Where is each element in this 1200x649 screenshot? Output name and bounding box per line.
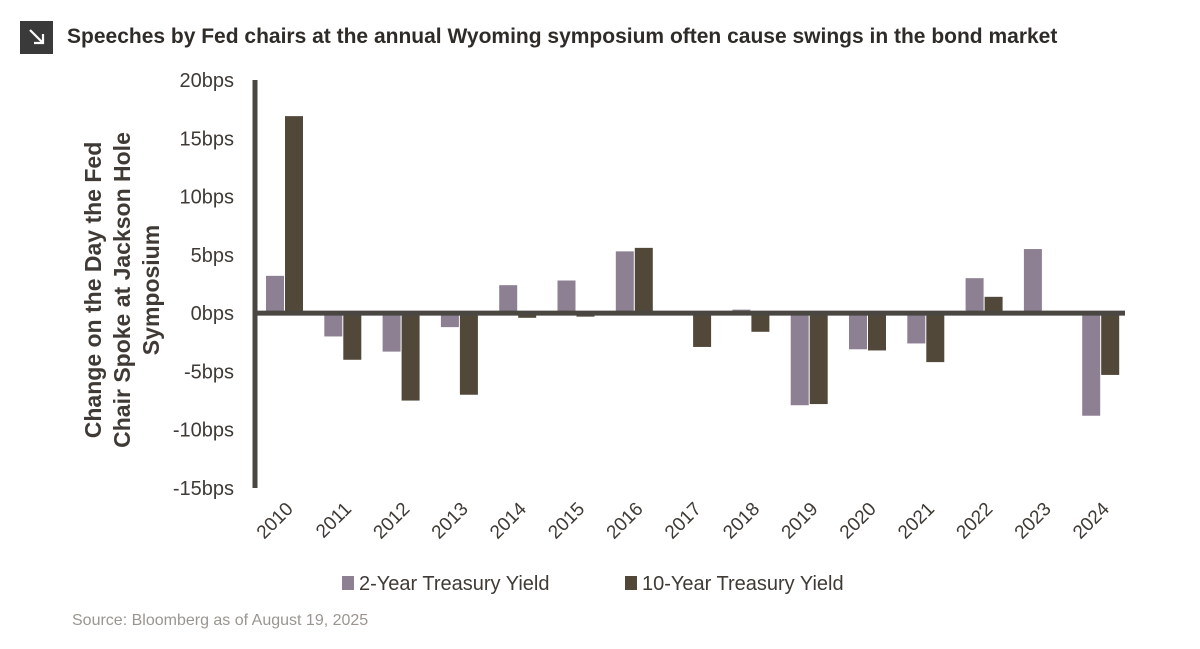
x-tick-label: 2019 [778, 499, 823, 544]
bar-10yr-2018 [751, 313, 770, 332]
bar-10yr-2017 [693, 313, 712, 347]
bar-10yr-2022 [984, 296, 1003, 314]
bar-10yr-2021 [926, 313, 945, 363]
y-axis-title: Change on the Day the Fed Chair Spoke at … [80, 132, 164, 448]
bar-2yr-2023 [1023, 249, 1042, 314]
x-tick-label: 2013 [428, 499, 473, 544]
y-tick-label: 5bps [191, 245, 234, 267]
x-tick-label: 2024 [1069, 498, 1114, 543]
x-tick-label: 2011 [312, 499, 356, 543]
x-tick-label: 2012 [370, 499, 415, 544]
legend-2yr-label: 2-Year Treasury Yield [359, 573, 549, 595]
x-tick-label: 2010 [253, 499, 298, 544]
y-tick-label: -15bps [173, 478, 234, 500]
x-tick-label: 2022 [953, 499, 998, 544]
bar-2yr-2015 [557, 280, 576, 314]
bar-2yr-2011 [324, 313, 343, 337]
chart-header: Speeches by Fed chairs at the annual Wyo… [20, 20, 1057, 54]
y-tick-label: 0bps [191, 303, 234, 325]
bar-10yr-2013 [459, 313, 478, 395]
bar-10yr-2020 [868, 313, 886, 351]
legend-10yr-swatch [625, 576, 637, 590]
y-tick-label: 10bps [180, 187, 235, 209]
x-tick-label: 2014 [486, 498, 531, 543]
bar-2yr-2020 [849, 313, 867, 350]
bar-2yr-2013 [440, 313, 459, 328]
x-tick-label: 2023 [1011, 499, 1056, 544]
bar-2yr-2022 [965, 278, 984, 314]
bar-2yr-2012 [382, 313, 401, 352]
bar-10yr-2012 [401, 313, 420, 401]
bar-2yr-2010 [266, 275, 284, 314]
y-tick-label: -5bps [184, 361, 234, 383]
bar-10yr-2016 [634, 247, 653, 314]
y-tick-label: 15bps [180, 128, 235, 150]
x-tick-label: 2016 [603, 499, 648, 544]
bar-10yr-2011 [343, 313, 362, 360]
bar-10yr-2010 [285, 116, 303, 314]
legend-2yr-swatch [342, 576, 354, 590]
x-tick-label: 2017 [661, 499, 706, 544]
bar-10yr-2019 [809, 313, 828, 405]
y-tick-label: -10bps [173, 420, 234, 442]
x-tick-label: 2018 [719, 499, 764, 544]
bar-2yr-2019 [790, 313, 809, 406]
source-note: Source: Bloomberg as of August 19, 2025 [72, 612, 369, 629]
bar-2yr-2021 [907, 313, 926, 344]
bar-2yr-2024 [1082, 313, 1101, 416]
bar-2yr-2014 [499, 285, 518, 314]
x-tick-label: 2020 [836, 499, 881, 544]
y-tick-label: 20bps [180, 70, 235, 92]
arrow-down-right-icon [20, 20, 53, 54]
bar-2yr-2016 [615, 251, 634, 314]
x-tick-label: 2021 [894, 499, 939, 544]
bar-10yr-2024 [1101, 313, 1120, 375]
x-tick-label: 2015 [544, 499, 589, 544]
legend-10yr-label: 10-Year Treasury Yield [642, 573, 844, 595]
chart-title: Speeches by Fed chairs at the annual Wyo… [67, 25, 1058, 48]
